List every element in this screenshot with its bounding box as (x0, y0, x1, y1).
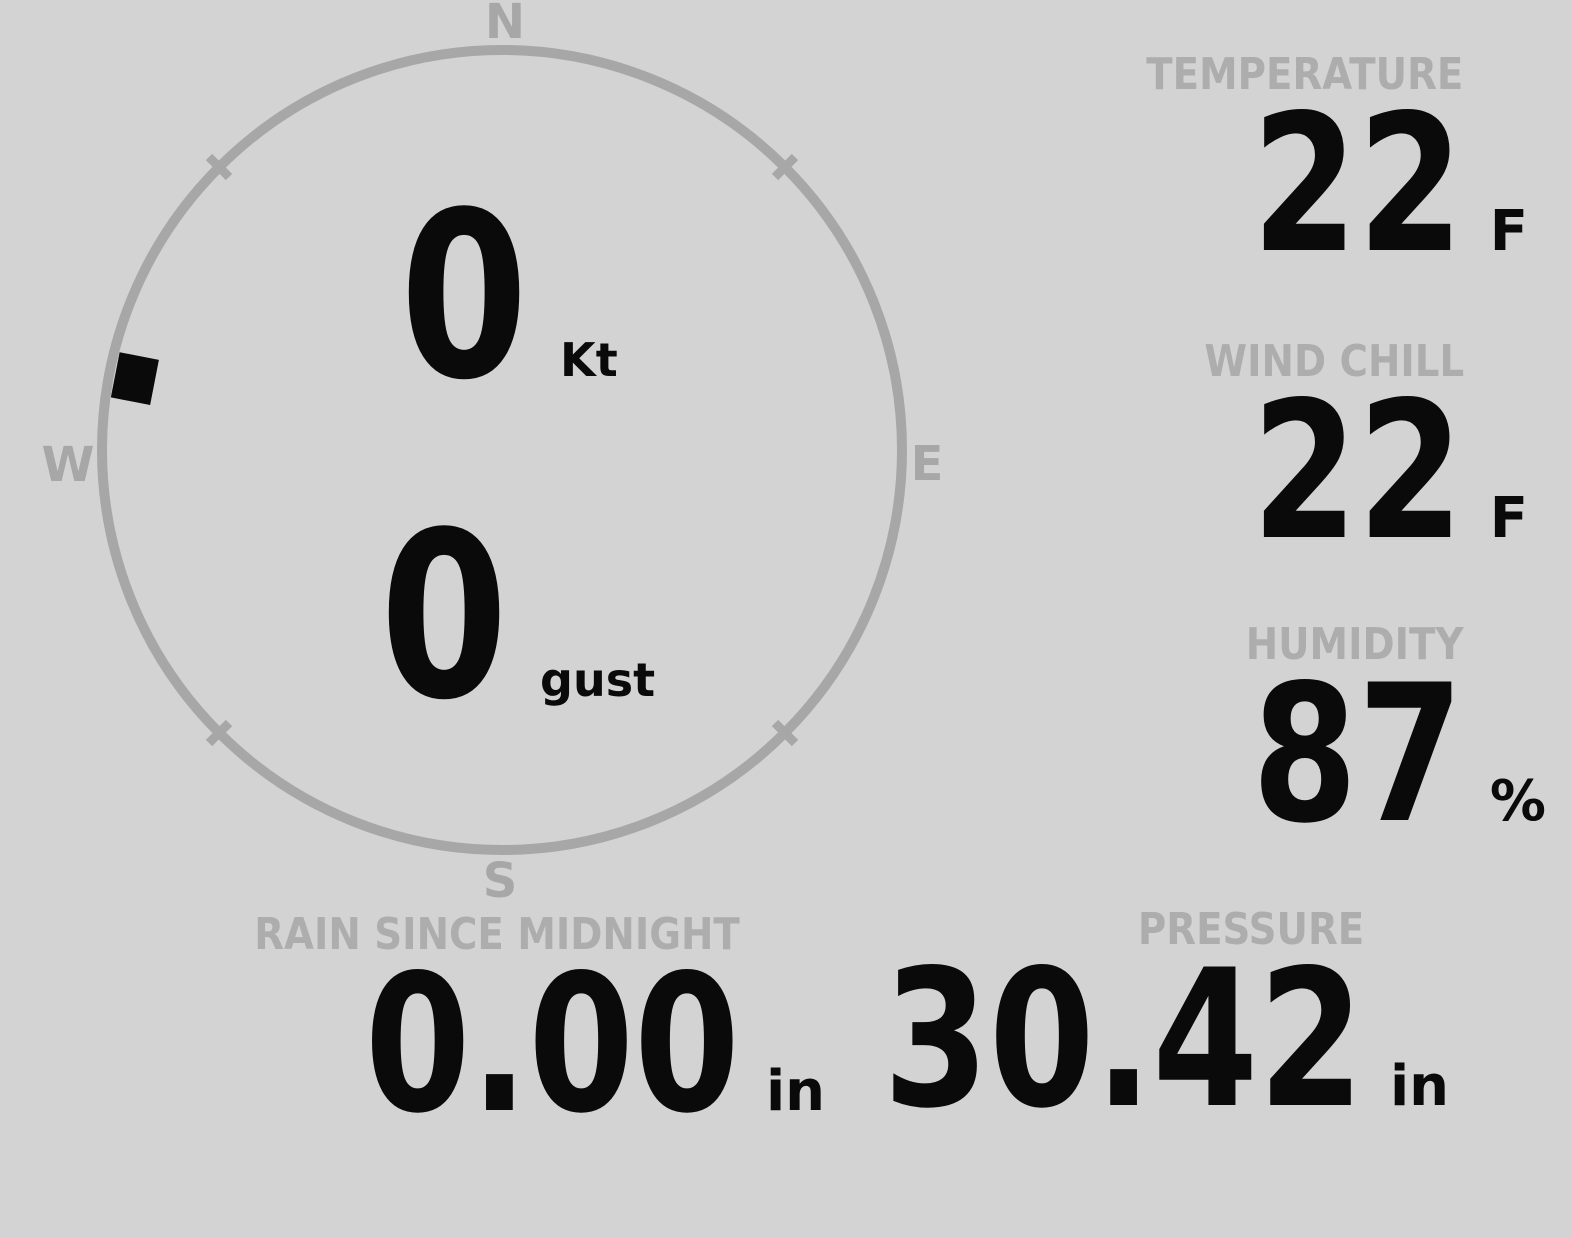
metric-wind-chill: WIND CHILL 22 F (1169, 336, 1528, 582)
compass-label-south: S (482, 853, 518, 909)
temperature-label: TEMPERATURE (1146, 49, 1464, 100)
metric-temperature: TEMPERATURE 22 F (1103, 49, 1528, 295)
compass-tick-nw (205, 153, 233, 181)
compass-tick-se (771, 719, 799, 747)
metric-rain-since-midnight: RAIN SINCE MIDNIGHT 0.00 in (188, 909, 825, 1155)
compass-intercardinal-ticks (205, 153, 799, 747)
pressure-label: PRESSURE (1137, 904, 1364, 955)
temperature-unit: F (1489, 198, 1528, 264)
compass-tick-sw (205, 719, 233, 747)
rain-since-midnight-unit: in (765, 1058, 825, 1124)
wind-direction-marker-square (110, 352, 159, 406)
compass-label-east: E (910, 436, 944, 492)
compass-circle (97, 45, 907, 855)
compass-label-west: W (41, 437, 95, 493)
wind-direction-marker (110, 352, 159, 406)
metric-humidity: HUMIDITY 87 % (1199, 619, 1546, 865)
wind-speed-unit: Kt (560, 333, 618, 387)
wind-chill-label: WIND CHILL (1204, 336, 1464, 387)
humidity-value: 87 (1252, 644, 1464, 865)
wind-gust-value: 0 (380, 484, 509, 751)
pressure-unit: in (1389, 1053, 1449, 1119)
wind-gust-unit: gust (540, 653, 656, 707)
rain-since-midnight-label: RAIN SINCE MIDNIGHT (254, 909, 740, 960)
compass-tick-ne (771, 153, 799, 181)
wind-compass-dial (97, 45, 907, 855)
humidity-unit: % (1489, 768, 1546, 834)
humidity-label: HUMIDITY (1246, 619, 1464, 670)
pressure-value: 30.42 (883, 929, 1364, 1150)
metric-pressure: PRESSURE 30.42 in (763, 904, 1449, 1150)
compass-label-north: N (484, 0, 526, 50)
wind-speed-value: 0 (400, 164, 529, 431)
temperature-value: 22 (1252, 74, 1464, 295)
wind-chill-unit: F (1489, 485, 1528, 551)
wind-chill-value: 22 (1252, 361, 1464, 582)
wind-gust-readout: 0 gust (380, 484, 656, 751)
rain-since-midnight-value: 0.00 (364, 934, 740, 1155)
wind-speed-readout: 0 Kt (400, 164, 618, 431)
